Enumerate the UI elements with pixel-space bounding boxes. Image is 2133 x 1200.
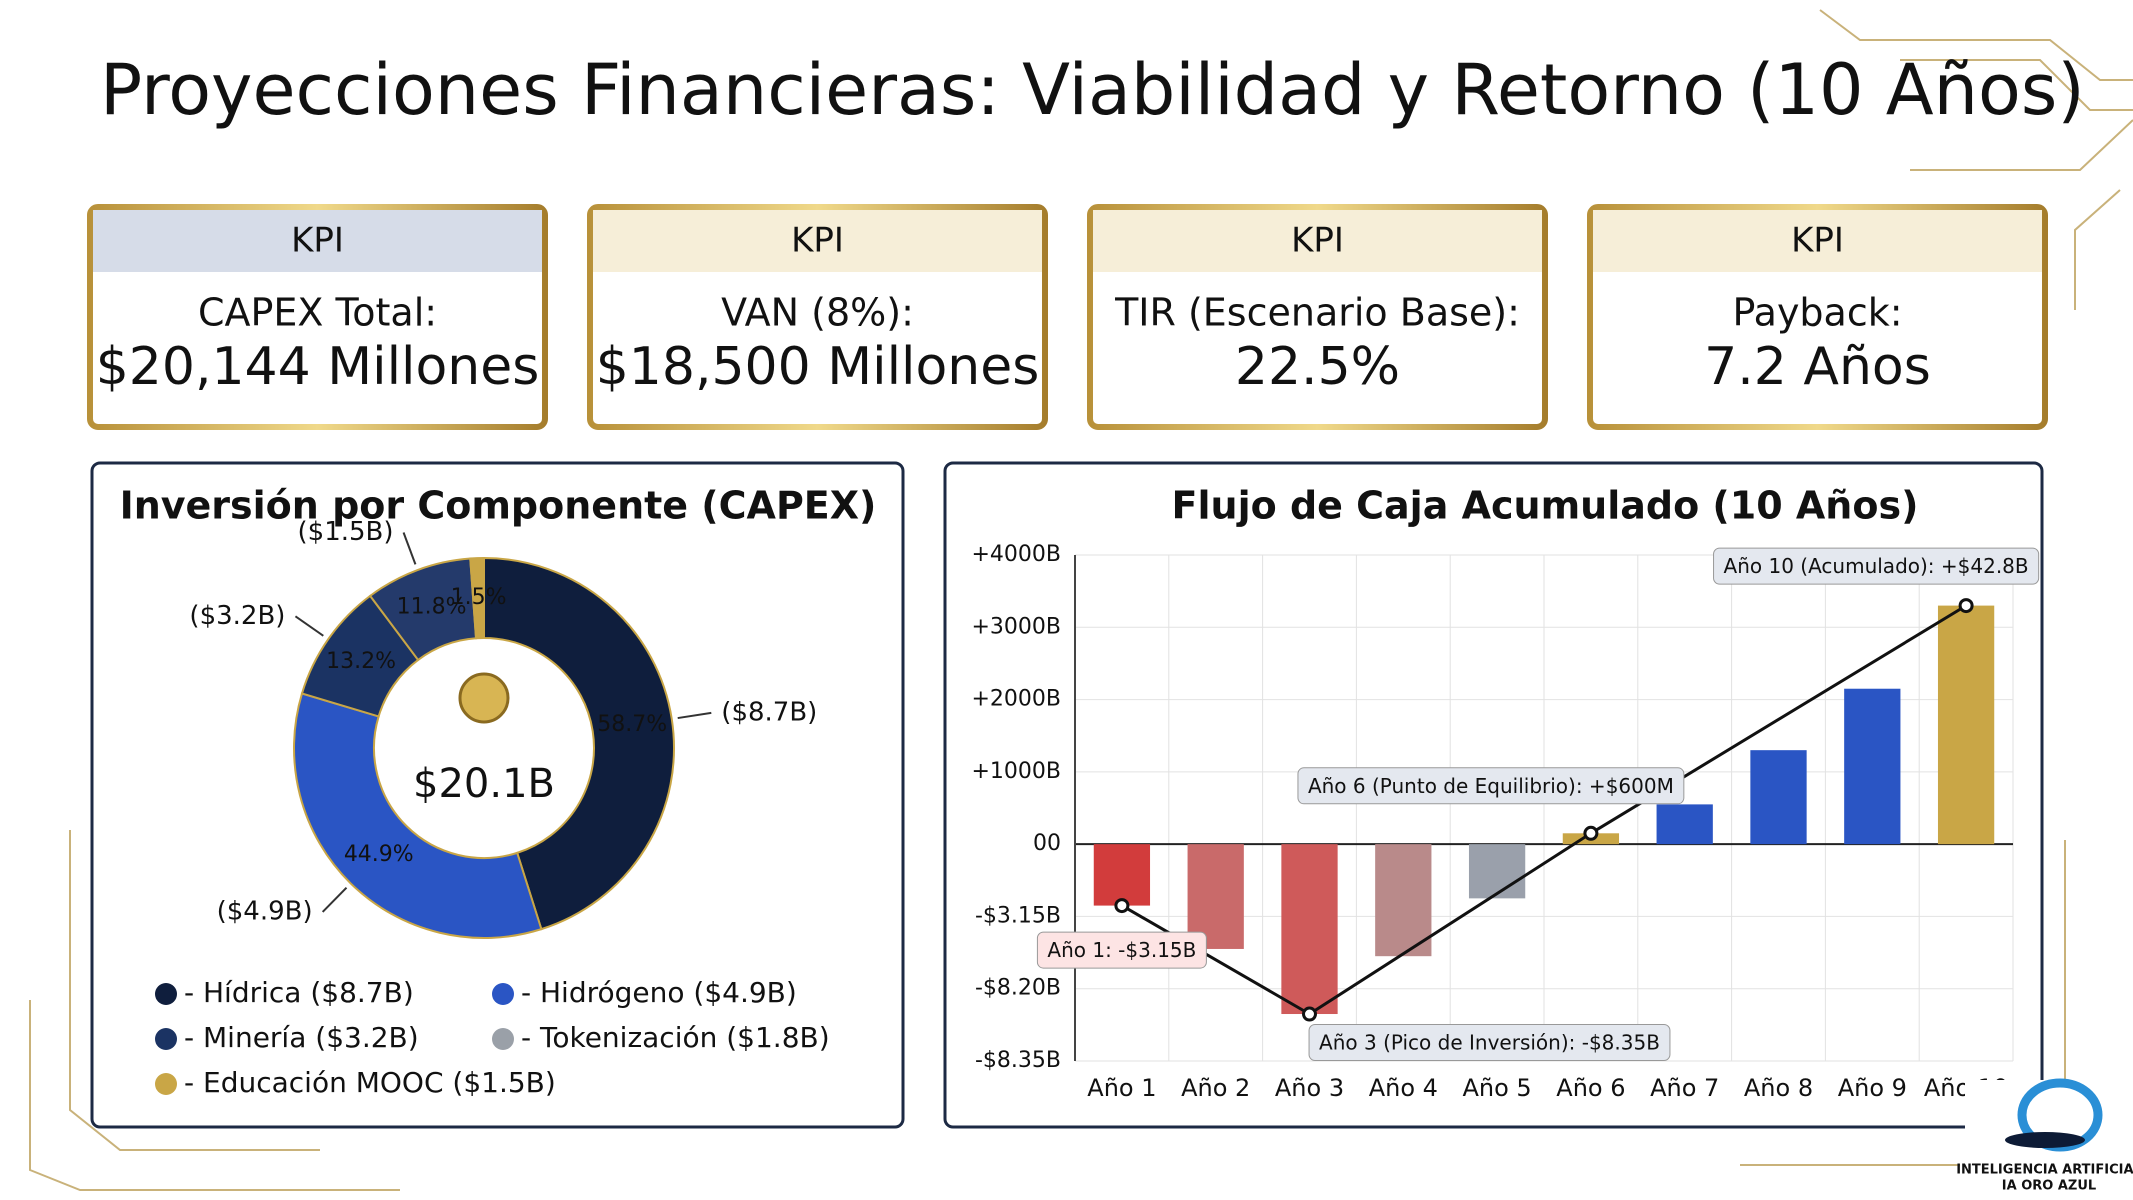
y-tick-label: +3000B <box>971 614 1061 639</box>
bar <box>1187 844 1244 949</box>
legend-swatch <box>492 1028 514 1050</box>
callout-label: ($8.7B) <box>721 697 817 727</box>
kpi-value: 22.5% <box>1235 337 1400 397</box>
bar <box>1750 750 1807 845</box>
x-tick-label: Año 2 <box>1181 1074 1250 1102</box>
legend-label: - Minería ($3.2B) <box>184 1021 419 1054</box>
legend-swatch <box>155 983 177 1005</box>
donut-segment <box>293 692 543 939</box>
kpi-label: Payback: <box>1732 291 1902 335</box>
x-tick-label: Año 3 <box>1275 1074 1344 1102</box>
legend-swatch <box>155 1073 177 1095</box>
x-tick-label: Año 6 <box>1556 1074 1625 1102</box>
bar <box>1281 844 1338 1015</box>
y-tick-label: -$8.35B <box>975 1048 1061 1073</box>
y-tick-label: 00 <box>1033 831 1061 856</box>
annotation-box <box>1297 767 1685 805</box>
donut-panel <box>90 461 905 1129</box>
kpi-value: 7.2 Años <box>1704 337 1931 397</box>
coin-icon <box>458 672 510 724</box>
bar <box>1093 844 1151 906</box>
kpi-header <box>93 210 542 272</box>
segment-label: 13.2% <box>326 649 396 674</box>
bar <box>1468 844 1526 899</box>
callout-line <box>321 886 348 913</box>
bar-title: Flujo de Caja Acumulado (10 Años) <box>1172 484 1919 528</box>
kpi-header-text: KPI <box>791 221 844 261</box>
x-tick-label: Año 5 <box>1462 1074 1531 1102</box>
bar <box>1844 688 1901 845</box>
legend-label: - Educación MOOC ($1.5B) <box>184 1066 556 1099</box>
bar <box>1375 844 1432 957</box>
line-point <box>1302 1006 1317 1022</box>
x-tick-label: Año 8 <box>1744 1074 1813 1102</box>
line-point <box>1583 825 1599 841</box>
callout-label: ($3.2B) <box>189 601 285 631</box>
logo-text: INTELIGENCIA ARTIFICIAL <box>1956 1163 2133 1178</box>
legend-label: - Tokenización ($1.8B) <box>521 1021 830 1054</box>
kpi-header-text: KPI <box>1791 221 1844 261</box>
y-tick-label: -$8.20B <box>975 976 1061 1001</box>
annotation: Año 6 (Punto de Equilibrio): +$600M <box>1308 774 1674 798</box>
annotation: Año 3 (Pico de Inversión): -$8.35B <box>1319 1031 1660 1055</box>
callout-line <box>677 711 712 720</box>
callout-label: ($4.9B) <box>217 896 313 926</box>
kpi-label: VAN (8%): <box>721 291 914 335</box>
kpi-header-text: KPI <box>291 221 344 261</box>
logo-text: IA ORO AZUL <box>2002 1179 2096 1194</box>
y-tick-label: +1000B <box>971 759 1061 784</box>
kpi-label: CAPEX Total: <box>198 291 437 335</box>
legend-swatch <box>155 1028 177 1050</box>
line-point <box>1958 598 1974 614</box>
kpi-header <box>1093 210 1542 272</box>
annotation-box <box>1308 1024 1671 1062</box>
donut-segment <box>469 556 485 640</box>
cumulative-line <box>1121 604 1967 1016</box>
annotation: Año 1: -$3.15B <box>1047 938 1196 962</box>
kpi-value: $18,500 Millones <box>596 337 1040 397</box>
y-tick-label: -$3.15B <box>975 903 1061 928</box>
logo: INTELIGENCIA ARTIFICIAL IA ORO AZUL <box>1956 1078 2133 1200</box>
donut-segment <box>483 556 675 931</box>
segment-label: 58.7% <box>597 712 667 737</box>
kpi-value: $20,144 Millones <box>96 337 540 397</box>
legend-swatch <box>492 983 514 1005</box>
legend-label: - Hidrógeno ($4.9B) <box>521 976 797 1009</box>
segment-label: 44.9% <box>344 842 414 867</box>
callout-line <box>402 532 417 565</box>
legend-label: - Hídrica ($8.7B) <box>184 976 414 1009</box>
segment-label: 11.8% <box>397 594 467 619</box>
donut-title: Inversión por Componente (CAPEX) <box>120 484 877 528</box>
segment-label: 1.5% <box>451 585 507 610</box>
page-title: Proyecciones Financieras: Viabilidad y R… <box>100 49 2085 131</box>
annotation-box <box>1036 931 1207 969</box>
kpi-header <box>1593 210 2042 272</box>
y-tick-label: +2000B <box>971 687 1061 712</box>
kpi-label: TIR (Escenario Base): <box>1114 291 1520 335</box>
bar <box>1937 605 1995 845</box>
center-label: $20.1B <box>413 761 555 807</box>
bar <box>1656 804 1713 845</box>
circuit-decoration <box>29 9 2133 1191</box>
kpi-header-text: KPI <box>1291 221 1344 261</box>
callout-line <box>294 615 324 637</box>
kpi-header <box>593 210 1042 272</box>
annotation-box <box>1713 547 2040 585</box>
x-tick-label: Año 4 <box>1369 1074 1438 1102</box>
x-tick-label: Año 7 <box>1650 1074 1719 1102</box>
y-tick-label: +4000B <box>971 542 1061 567</box>
line-point <box>1114 898 1130 914</box>
x-tick-label: Año 9 <box>1838 1074 1907 1102</box>
callout-label: ($1.5B) <box>298 517 394 547</box>
x-tick-label: Año 1 <box>1087 1074 1156 1102</box>
annotation: Año 10 (Acumulado): +$42.8B <box>1724 554 2029 578</box>
